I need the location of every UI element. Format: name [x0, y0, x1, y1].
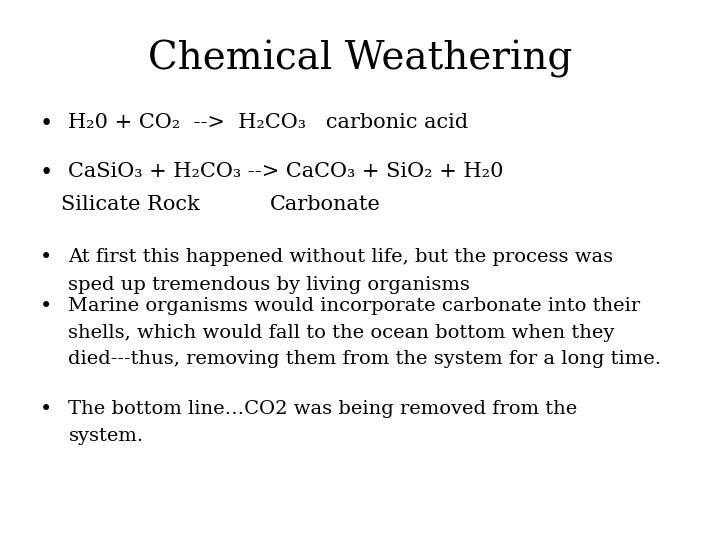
Text: H₂0 + CO₂  -->  H₂CO₃   carbonic acid: H₂0 + CO₂ --> H₂CO₃ carbonic acid — [68, 113, 469, 132]
Text: •: • — [40, 297, 52, 316]
Text: The bottom line…CO2 was being removed from the: The bottom line…CO2 was being removed fr… — [68, 400, 577, 417]
Text: Silicate Rock: Silicate Rock — [61, 195, 200, 214]
Text: At first this happened without life, but the process was: At first this happened without life, but… — [68, 248, 613, 266]
Text: died---thus, removing them from the system for a long time.: died---thus, removing them from the syst… — [68, 350, 662, 368]
Text: shells, which would fall to the ocean bottom when they: shells, which would fall to the ocean bo… — [68, 324, 615, 342]
Text: sped up tremendous by living organisms: sped up tremendous by living organisms — [68, 276, 470, 294]
Text: •: • — [40, 400, 52, 419]
Text: system.: system. — [68, 427, 143, 444]
Text: •: • — [40, 162, 53, 184]
Text: Chemical Weathering: Chemical Weathering — [148, 40, 572, 78]
Text: Marine organisms would incorporate carbonate into their: Marine organisms would incorporate carbo… — [68, 297, 641, 315]
Text: •: • — [40, 248, 52, 267]
Text: CaSiO₃ + H₂CO₃ --> CaCO₃ + SiO₂ + H₂0: CaSiO₃ + H₂CO₃ --> CaCO₃ + SiO₂ + H₂0 — [68, 162, 504, 181]
Text: •: • — [40, 113, 53, 136]
Text: Carbonate: Carbonate — [270, 195, 381, 214]
